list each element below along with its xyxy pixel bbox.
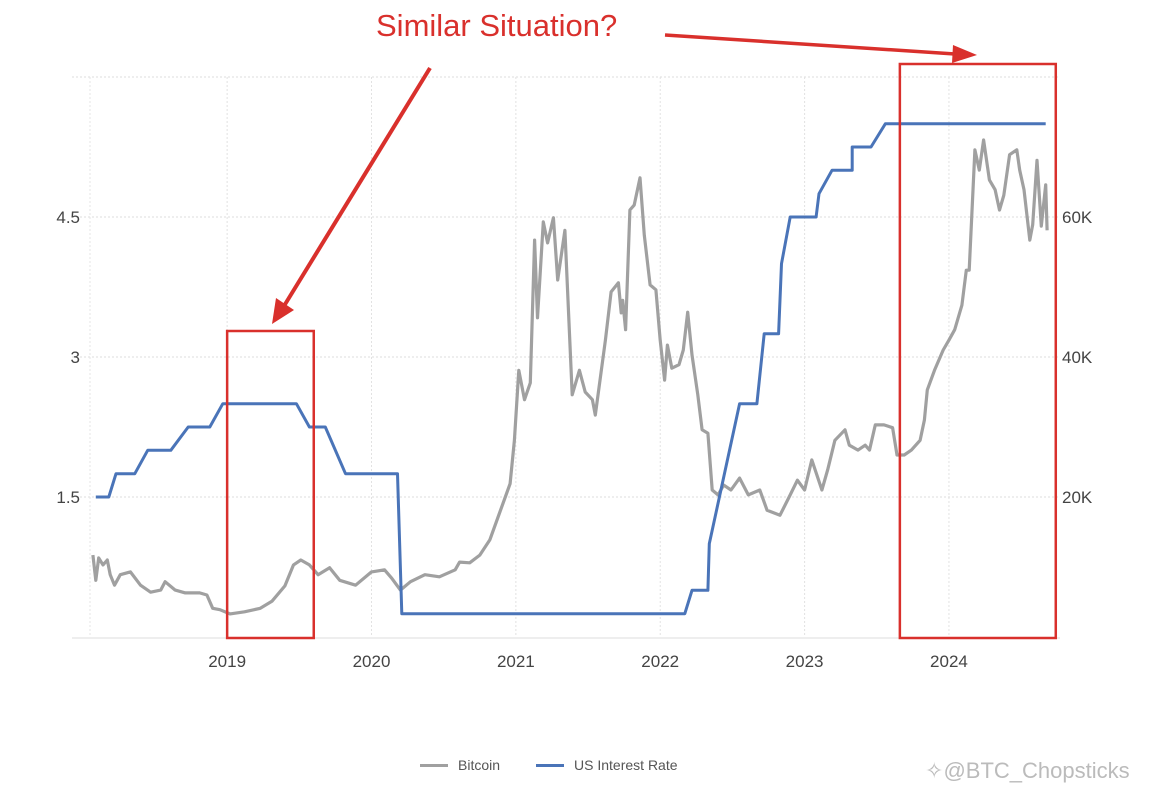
grid bbox=[72, 76, 1060, 639]
arrowhead-icon bbox=[952, 45, 977, 63]
series-line-bitcoin bbox=[91, 138, 1049, 616]
arrow-to-2024 bbox=[664, 33, 956, 56]
series-line-us-interest-rate bbox=[95, 122, 1046, 616]
watermark-text: @BTC_Chopsticks bbox=[943, 758, 1130, 783]
x-tick-label: 2024 bbox=[930, 652, 968, 671]
y-right-tick-label: 60K bbox=[1062, 208, 1093, 227]
arrow-to-2019 bbox=[282, 66, 432, 308]
y-left-tick-label: 1.5 bbox=[56, 488, 80, 507]
legend-swatch-rate bbox=[536, 763, 565, 767]
legend: Bitcoin US Interest Rate bbox=[420, 757, 678, 773]
watermark: ✧@BTC_Chopsticks bbox=[925, 758, 1130, 784]
highlight-box-2019 bbox=[225, 329, 316, 640]
annotation-title: Similar Situation? bbox=[376, 8, 618, 43]
highlight-box-2024 bbox=[898, 62, 1058, 640]
x-tick-label: 2020 bbox=[353, 652, 391, 671]
y-left-tick-label: 4.5 bbox=[56, 208, 80, 227]
x-tick-label: 2019 bbox=[208, 652, 246, 671]
legend-label: US Interest Rate bbox=[574, 757, 678, 773]
arrowhead-icon bbox=[272, 298, 294, 324]
y-right-tick-label: 20K bbox=[1062, 488, 1093, 507]
legend-item-bitcoin[interactable]: Bitcoin bbox=[420, 757, 500, 773]
x-tick-label: 2022 bbox=[641, 652, 679, 671]
legend-label: Bitcoin bbox=[458, 757, 501, 773]
series-lines bbox=[91, 122, 1049, 616]
y-left-tick-label: 3 bbox=[71, 348, 80, 367]
y-right-tick-label: 40K bbox=[1062, 348, 1093, 367]
legend-swatch-bitcoin bbox=[420, 763, 448, 767]
legend-item-us-interest-rate[interactable]: US Interest Rate bbox=[536, 757, 678, 773]
binance-logo-icon: ✧ bbox=[925, 758, 944, 783]
tick-labels: 2019 2020 2021 2022 2023 2024 1.5 3 4.5 20K 40K 60K bbox=[56, 208, 1093, 671]
x-tick-label: 2023 bbox=[786, 652, 824, 671]
x-tick-label: 2021 bbox=[497, 652, 535, 671]
annotations bbox=[225, 33, 1058, 640]
